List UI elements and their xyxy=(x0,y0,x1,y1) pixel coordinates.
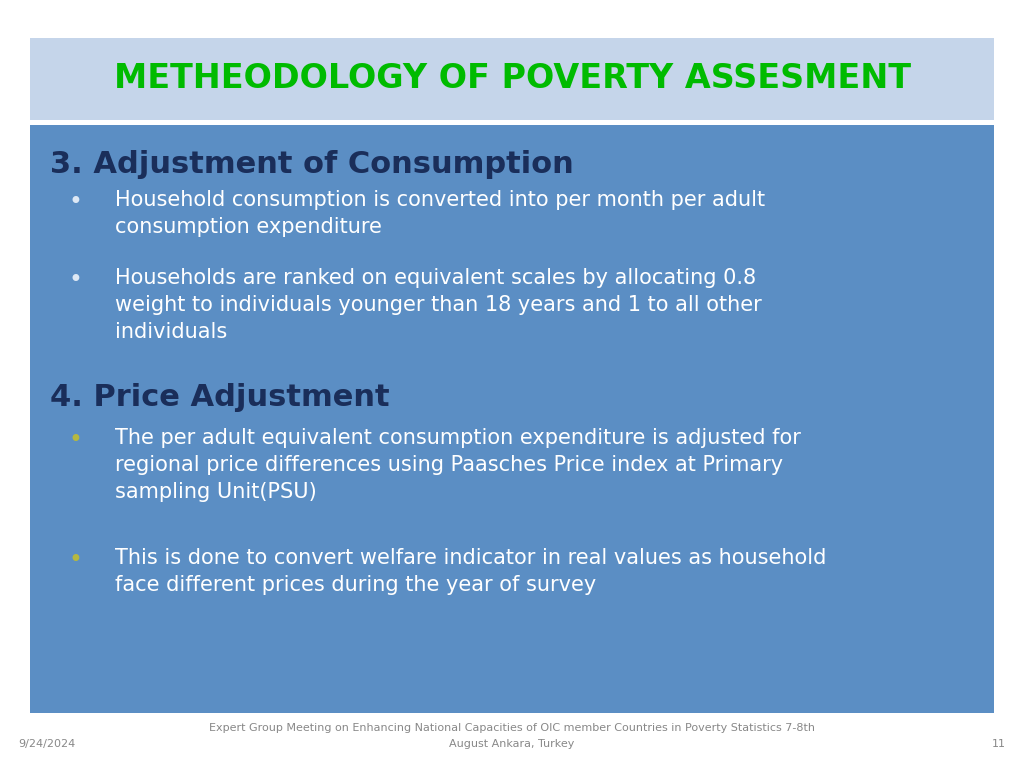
Text: 4. Price Adjustment: 4. Price Adjustment xyxy=(50,383,389,412)
Text: METHEODOLOGY OF POVERTY ASSESMENT: METHEODOLOGY OF POVERTY ASSESMENT xyxy=(114,62,910,95)
Text: This is done to convert welfare indicator in real values as household
face diffe: This is done to convert welfare indicato… xyxy=(115,548,826,595)
Text: 9/24/2024: 9/24/2024 xyxy=(18,739,75,749)
Text: 11: 11 xyxy=(992,739,1006,749)
Text: Expert Group Meeting on Enhancing National Capacities of OIC member Countries in: Expert Group Meeting on Enhancing Nation… xyxy=(209,723,815,733)
Text: •: • xyxy=(68,548,82,572)
FancyBboxPatch shape xyxy=(30,125,994,713)
Text: August Ankara, Turkey: August Ankara, Turkey xyxy=(450,739,574,749)
Text: •: • xyxy=(68,268,82,292)
Text: 3. Adjustment of Consumption: 3. Adjustment of Consumption xyxy=(50,150,573,179)
Text: Household consumption is converted into per month per adult
consumption expendit: Household consumption is converted into … xyxy=(115,190,765,237)
Text: Households are ranked on equivalent scales by allocating 0.8
weight to individua: Households are ranked on equivalent scal… xyxy=(115,268,762,343)
Text: •: • xyxy=(68,190,82,214)
Text: The per adult equivalent consumption expenditure is adjusted for
regional price : The per adult equivalent consumption exp… xyxy=(115,428,801,502)
Text: •: • xyxy=(68,428,82,452)
FancyBboxPatch shape xyxy=(30,38,994,120)
